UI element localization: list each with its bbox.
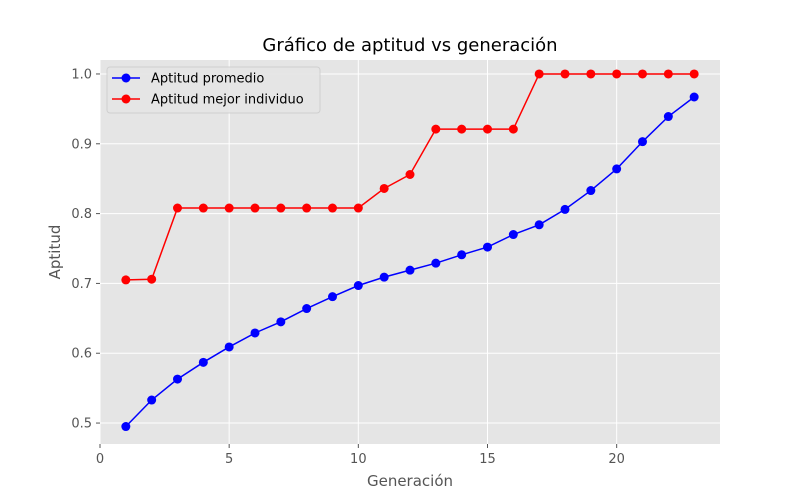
data-point-0 — [638, 137, 647, 147]
x-tick-label: 0 — [96, 452, 104, 467]
data-point-0 — [689, 92, 699, 102]
data-point-1 — [405, 170, 415, 180]
data-point-1 — [663, 69, 673, 79]
y-axis: 0.5 0.6 0.7 0.8 0.9 1.0 — [71, 67, 100, 432]
data-point-1 — [457, 124, 467, 134]
data-point-1 — [534, 69, 544, 79]
data-point-0 — [508, 230, 518, 240]
data-point-1 — [379, 183, 389, 193]
data-point-1 — [302, 203, 312, 213]
plot-area — [100, 60, 720, 444]
data-point-0 — [121, 422, 131, 432]
y-tick-label: 0.5 — [71, 417, 92, 432]
data-point-1 — [198, 203, 208, 213]
legend-label-mejor: Aptitud mejor individuo — [151, 93, 304, 108]
data-point-0 — [586, 186, 596, 196]
x-tick-label: 10 — [350, 452, 367, 467]
data-point-1 — [121, 275, 131, 285]
data-point-0 — [328, 292, 337, 302]
data-point-0 — [147, 395, 157, 405]
data-point-0 — [560, 204, 570, 214]
data-point-0 — [250, 328, 260, 338]
legend-box — [106, 66, 321, 114]
data-point-1 — [250, 203, 260, 213]
data-point-1 — [612, 69, 622, 79]
data-point-0 — [379, 272, 389, 282]
data-point-0 — [302, 304, 312, 314]
y-tick-label: 1.0 — [71, 67, 92, 82]
data-point-0 — [534, 220, 544, 230]
x-tick-label: 15 — [479, 452, 496, 467]
x-tick-label: 5 — [225, 452, 233, 467]
legend-marker-mejor — [121, 94, 131, 104]
data-point-1 — [224, 203, 234, 213]
data-point-0 — [612, 164, 622, 174]
data-point-0 — [483, 242, 492, 252]
data-point-1 — [328, 203, 337, 213]
y-tick-label: 0.6 — [71, 347, 92, 362]
data-point-0 — [663, 112, 673, 122]
y-tick-label: 0.8 — [71, 207, 92, 222]
y-tick-label: 0.9 — [71, 137, 92, 152]
data-point-1 — [638, 69, 647, 79]
data-point-0 — [353, 281, 363, 291]
y-axis-label: Aptitud — [46, 225, 64, 280]
data-point-1 — [173, 203, 182, 213]
chart-title: Gráfico de aptitud vs generación — [262, 35, 557, 56]
legend: Aptitud promedio Aptitud mejor individuo — [106, 66, 321, 114]
data-point-1 — [689, 69, 699, 79]
data-point-1 — [560, 69, 570, 79]
data-point-1 — [508, 124, 518, 134]
series-layer — [121, 69, 699, 432]
data-point-1 — [431, 124, 441, 134]
data-point-1 — [353, 203, 363, 213]
x-axis-label: Generación — [367, 472, 453, 490]
data-point-0 — [276, 317, 286, 327]
legend-marker-promedio — [121, 73, 131, 83]
legend-label-promedio: Aptitud promedio — [151, 72, 264, 87]
data-point-1 — [483, 124, 492, 134]
data-point-1 — [147, 274, 157, 284]
data-point-0 — [173, 374, 182, 384]
y-tick-label: 0.7 — [71, 277, 92, 292]
data-point-1 — [276, 203, 286, 213]
data-point-0 — [405, 265, 415, 275]
x-tick-label: 20 — [608, 452, 625, 467]
data-point-1 — [586, 69, 596, 79]
x-axis: 0 5 10 15 20 — [96, 444, 625, 467]
data-point-0 — [198, 357, 208, 367]
data-point-0 — [224, 342, 234, 352]
data-point-0 — [457, 250, 467, 260]
data-point-0 — [431, 258, 441, 268]
